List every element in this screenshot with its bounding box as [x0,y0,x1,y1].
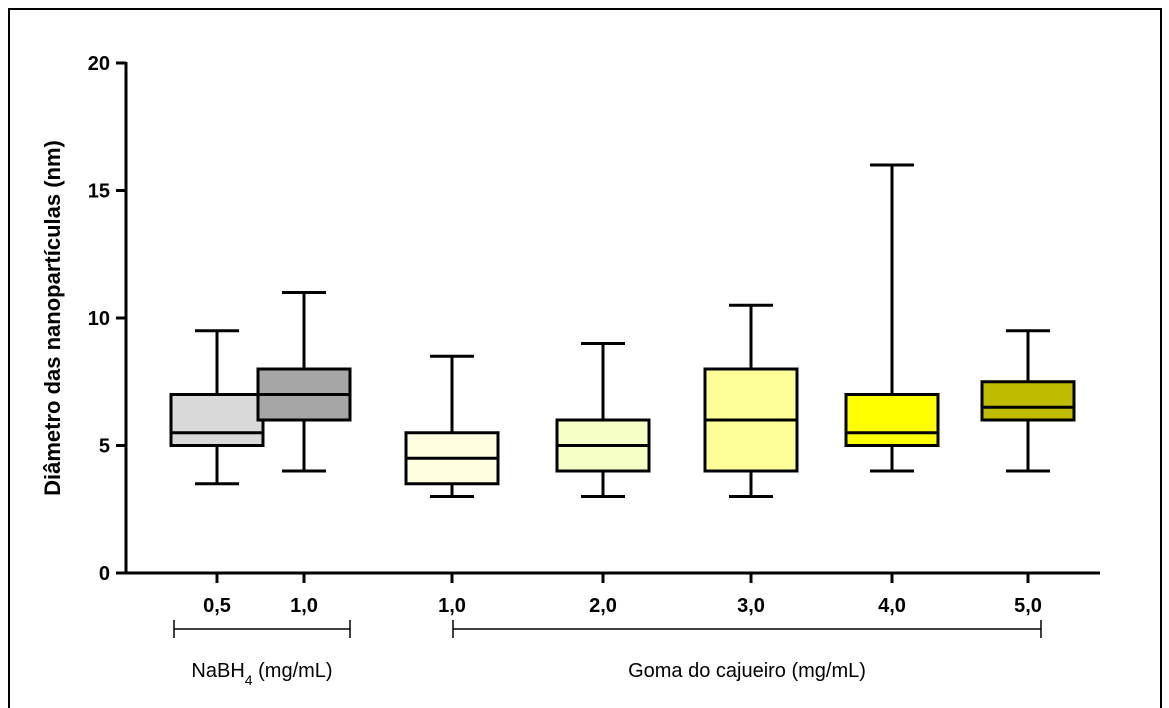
x-tick-label: 1,0 [290,595,318,617]
x-tick-label: 0,5 [203,595,231,617]
x-tick-label: 3,0 [737,595,765,617]
group-label: Goma do cajueiro (mg/mL) [628,660,866,682]
y-tick-label: 0 [99,563,110,585]
group-bracket-1: NaBH4 (mg/mL) [173,620,351,688]
chart-frame [8,8,1162,708]
x-tick-label: 1,0 [438,595,466,617]
box-2 [256,291,352,473]
x-tick-label: 5,0 [1014,595,1042,617]
y-axis-title: Diâmetro das nanopartículas (nm) [40,140,65,496]
x-tick-label: 2,0 [589,595,617,617]
box-iqr [169,393,265,447]
box-3 [404,354,500,498]
y-tick-label: 10 [88,308,110,330]
y-tick-label: 5 [99,436,110,458]
boxes [169,163,1076,498]
group-brackets: NaBH4 (mg/mL) Goma do cajueiro (mg/mL) [173,620,1042,688]
box-4 [555,342,651,498]
y-axis: 0 5 10 15 20 [88,53,128,585]
box-7 [980,329,1076,473]
y-tick-label: 15 [88,181,110,203]
box-iqr [980,380,1076,422]
x-axis: 0,5 1,0 1,0 2,0 3,0 4,0 5,0 [126,571,1100,617]
box-5 [703,303,799,498]
group-bracket-2: Goma do cajueiro (mg/mL) [452,620,1042,682]
x-tick-label: 4,0 [878,595,906,617]
y-tick-label: 20 [88,53,110,75]
box-iqr [844,393,940,447]
box-1 [169,329,265,486]
box-6 [844,163,940,473]
group-label: NaBH4 (mg/mL) [191,660,332,688]
